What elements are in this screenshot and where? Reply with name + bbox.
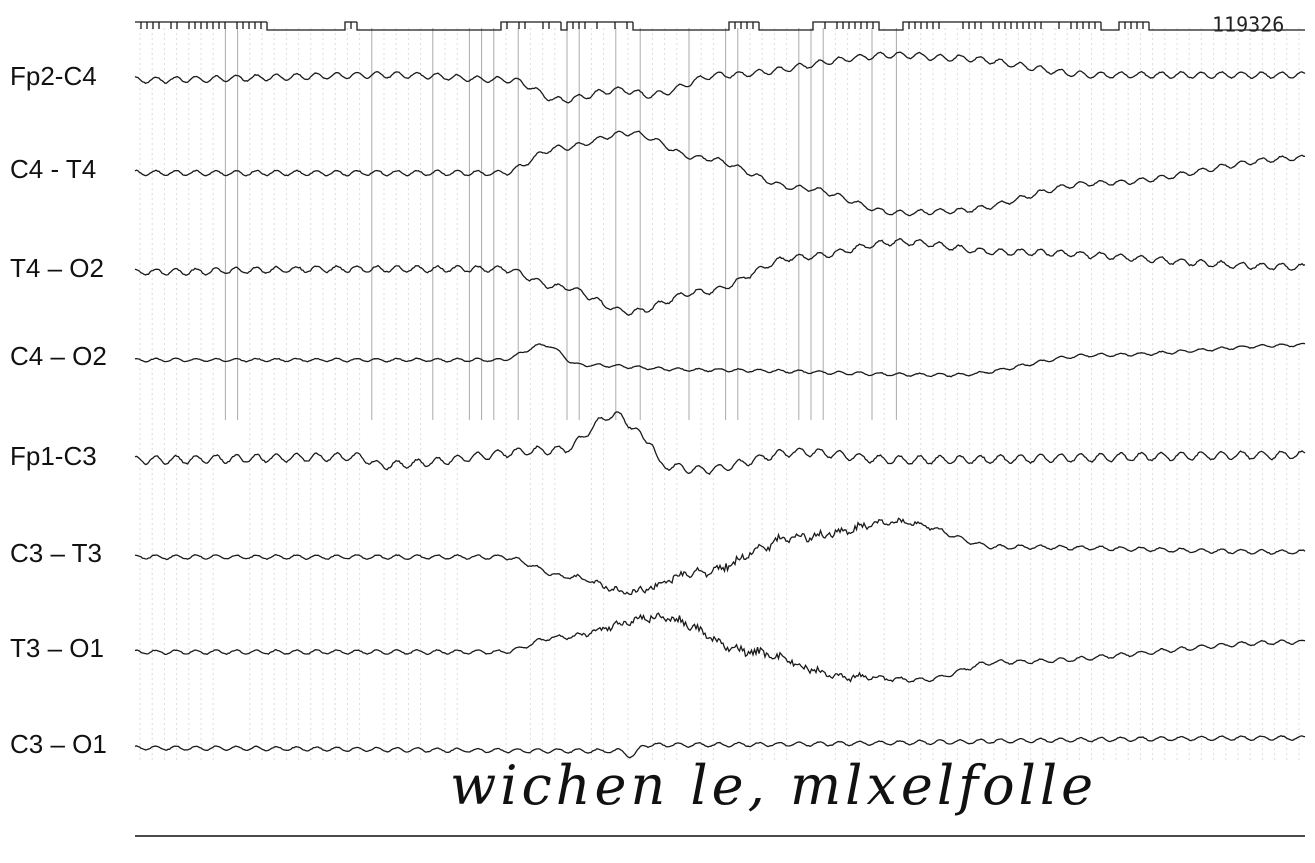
channel-label: Fp1-C3	[10, 441, 97, 471]
traces: Fp2-C4 C4 - T4 T4 – O2 C4 – O2 Fp1-C3 C3 – T3…	[10, 51, 1306, 759]
channel-label: C4 - T4	[10, 154, 96, 184]
channel-label: C4 – O2	[10, 341, 107, 371]
eeg-trace	[134, 411, 1306, 475]
eeg-trace	[134, 51, 1306, 104]
handwritten-note: wichen le, mlxelfolle	[450, 754, 1097, 817]
time-grid	[139, 28, 1300, 760]
channel-label: T4 – O2	[10, 253, 104, 283]
channel-label: T3 – O1	[10, 633, 104, 663]
eeg-trace	[134, 612, 1306, 683]
eeg-trace	[134, 517, 1306, 596]
eeg-trace	[134, 237, 1306, 317]
eeg-trace	[134, 342, 1306, 378]
eeg-trace	[134, 130, 1306, 217]
channel-label: C3 – O1	[10, 729, 107, 759]
channel-label: C3 – T3	[10, 538, 102, 568]
record-number: 119326	[1212, 13, 1284, 37]
channel-label: Fp2-C4	[10, 61, 97, 91]
eeg-trace	[134, 734, 1306, 759]
timing-track	[135, 21, 1305, 31]
